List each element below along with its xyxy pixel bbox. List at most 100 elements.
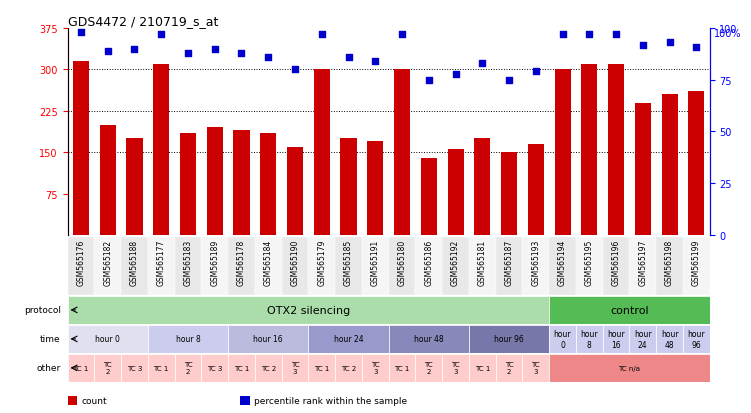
Point bbox=[450, 71, 462, 78]
Bar bbox=[656, 325, 683, 353]
Point bbox=[637, 42, 649, 49]
Text: TC
3: TC 3 bbox=[532, 361, 540, 375]
Text: GSM565182: GSM565182 bbox=[103, 239, 112, 285]
Text: 100%: 100% bbox=[714, 29, 741, 39]
Point bbox=[584, 32, 596, 38]
Bar bbox=[683, 325, 710, 353]
Bar bbox=[662, 95, 677, 235]
Bar bbox=[394, 70, 410, 235]
Text: TC 1: TC 1 bbox=[74, 365, 89, 371]
Bar bbox=[255, 354, 282, 382]
Bar bbox=[448, 150, 463, 235]
Text: hour
24: hour 24 bbox=[634, 330, 652, 349]
Bar bbox=[282, 354, 309, 382]
Bar bbox=[602, 325, 629, 353]
Bar bbox=[228, 237, 255, 295]
Bar bbox=[442, 237, 469, 295]
Bar bbox=[309, 325, 389, 353]
Bar bbox=[496, 237, 523, 295]
Text: TC 1: TC 1 bbox=[475, 365, 490, 371]
Bar bbox=[501, 153, 517, 235]
Bar bbox=[608, 65, 624, 235]
Bar bbox=[228, 325, 309, 353]
Bar bbox=[576, 325, 602, 353]
Text: TC
3: TC 3 bbox=[371, 361, 379, 375]
Text: GSM565183: GSM565183 bbox=[183, 239, 192, 285]
Point bbox=[75, 30, 87, 36]
Text: GSM565192: GSM565192 bbox=[451, 239, 460, 285]
Point bbox=[423, 77, 435, 84]
Text: hour 16: hour 16 bbox=[253, 335, 283, 344]
Bar bbox=[602, 237, 629, 295]
Text: GSM565189: GSM565189 bbox=[210, 239, 219, 285]
Text: GSM565187: GSM565187 bbox=[505, 239, 514, 285]
Point bbox=[396, 32, 408, 38]
Bar bbox=[174, 237, 201, 295]
Bar bbox=[228, 354, 255, 382]
Bar bbox=[148, 354, 174, 382]
Bar bbox=[656, 237, 683, 295]
Bar bbox=[234, 131, 249, 235]
Bar bbox=[148, 237, 174, 295]
Bar bbox=[287, 147, 303, 235]
Bar bbox=[68, 237, 95, 295]
Bar bbox=[549, 296, 710, 324]
Text: TC 2: TC 2 bbox=[261, 365, 276, 371]
Bar bbox=[421, 158, 437, 235]
Bar bbox=[554, 70, 571, 235]
Bar bbox=[174, 354, 201, 382]
Point bbox=[315, 32, 327, 38]
Text: GSM565199: GSM565199 bbox=[692, 239, 701, 285]
Text: GSM565197: GSM565197 bbox=[638, 239, 647, 285]
Text: GSM565195: GSM565195 bbox=[585, 239, 594, 285]
Text: TC
3: TC 3 bbox=[291, 361, 300, 375]
Text: TC 1: TC 1 bbox=[314, 365, 330, 371]
Bar bbox=[309, 354, 335, 382]
Point bbox=[182, 50, 194, 57]
Text: GSM565179: GSM565179 bbox=[317, 239, 326, 285]
Text: hour 8: hour 8 bbox=[176, 335, 201, 344]
Text: hour 48: hour 48 bbox=[414, 335, 444, 344]
Point bbox=[529, 69, 541, 76]
Text: GSM565176: GSM565176 bbox=[77, 239, 86, 285]
Bar bbox=[442, 354, 469, 382]
Bar bbox=[389, 237, 415, 295]
Bar bbox=[415, 354, 442, 382]
Bar bbox=[68, 354, 95, 382]
Text: time: time bbox=[40, 335, 61, 344]
Bar bbox=[121, 237, 148, 295]
Point bbox=[556, 32, 569, 38]
Bar bbox=[362, 237, 389, 295]
Text: GSM565178: GSM565178 bbox=[237, 239, 246, 285]
Bar bbox=[469, 354, 496, 382]
Text: count: count bbox=[81, 396, 107, 405]
Point bbox=[369, 59, 382, 65]
Bar bbox=[523, 354, 549, 382]
Text: hour 24: hour 24 bbox=[333, 335, 363, 344]
Text: GSM565184: GSM565184 bbox=[264, 239, 273, 285]
Bar bbox=[335, 354, 362, 382]
Bar bbox=[688, 92, 704, 235]
Point bbox=[342, 55, 354, 61]
Bar bbox=[549, 325, 576, 353]
Bar bbox=[475, 139, 490, 235]
Text: GSM565177: GSM565177 bbox=[157, 239, 166, 285]
Bar bbox=[261, 133, 276, 235]
Bar bbox=[389, 354, 415, 382]
Bar bbox=[73, 62, 89, 235]
Bar bbox=[340, 139, 357, 235]
Bar bbox=[635, 103, 651, 235]
Bar bbox=[469, 237, 496, 295]
Text: TC
2: TC 2 bbox=[104, 361, 112, 375]
Text: TC
2: TC 2 bbox=[505, 361, 514, 375]
Text: TC
2: TC 2 bbox=[424, 361, 433, 375]
Point bbox=[262, 55, 274, 61]
Point bbox=[690, 44, 702, 51]
Bar bbox=[629, 237, 656, 295]
Text: hour 96: hour 96 bbox=[494, 335, 524, 344]
Bar bbox=[201, 237, 228, 295]
Bar bbox=[314, 70, 330, 235]
Text: GSM565193: GSM565193 bbox=[531, 239, 540, 285]
Point bbox=[236, 50, 248, 57]
Bar bbox=[201, 354, 228, 382]
